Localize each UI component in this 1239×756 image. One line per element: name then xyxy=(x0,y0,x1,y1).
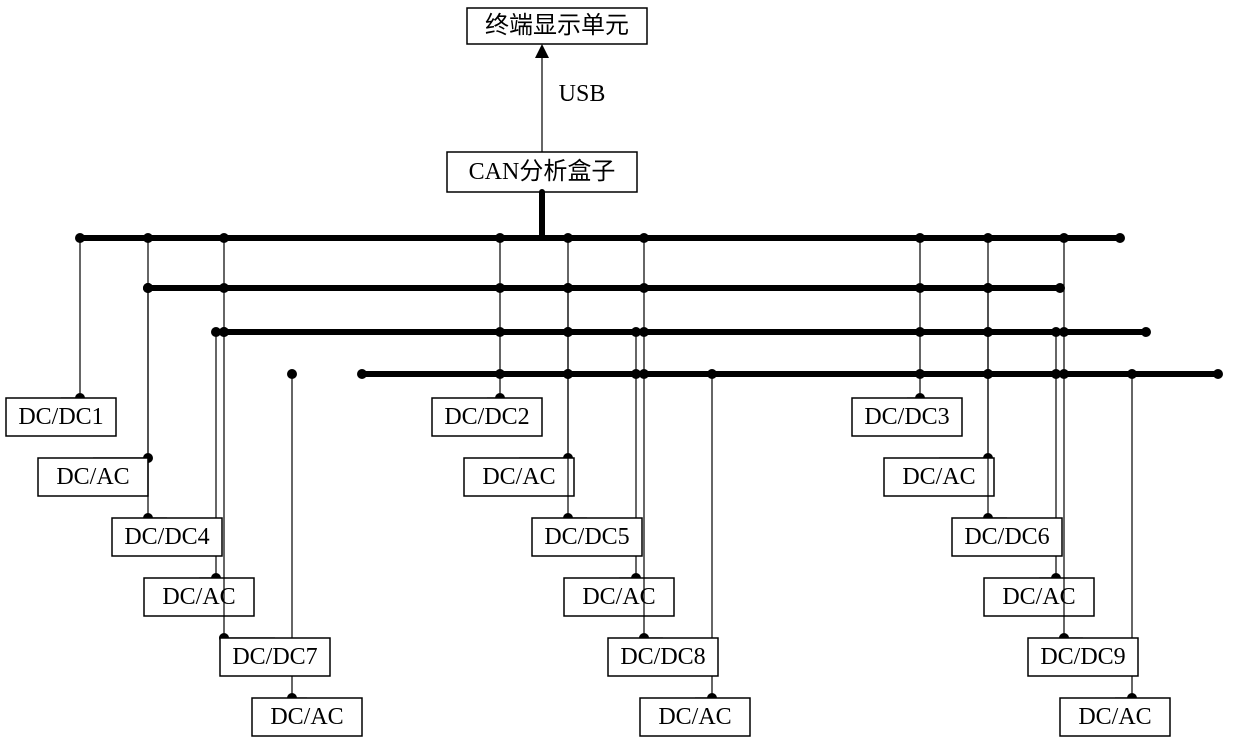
cross-dcdc-7 xyxy=(639,283,649,293)
cross-dcdc-7 xyxy=(639,369,649,379)
cross-dcdc-2 xyxy=(915,369,925,379)
cross-dcdc-4 xyxy=(563,327,573,337)
dcdc-box-4-label: DC/DC4 xyxy=(124,524,209,550)
dcac-box-1-label: DC/AC xyxy=(56,464,129,490)
dcac-box-4-label: DC/AC xyxy=(162,584,235,610)
cross-dcdc-5 xyxy=(983,283,993,293)
dcdc-box-8-label: DC/DC8 xyxy=(620,644,705,670)
cross-dcdc-2 xyxy=(915,283,925,293)
cross-dcdc-2 xyxy=(915,327,925,337)
cross-dcdc-6 xyxy=(219,327,229,337)
terminal-display-box-label: 终端显示单元 xyxy=(485,12,629,39)
cross-dcdc-5 xyxy=(983,327,993,337)
can-analyzer-box-label: CAN分析盒子 xyxy=(469,158,616,185)
dcdc-box-7-label: DC/DC7 xyxy=(232,644,317,670)
tap-dcac-src-6 xyxy=(287,369,297,379)
bus3-right-joint xyxy=(1141,327,1151,337)
cross-dcdc-1 xyxy=(495,283,505,293)
bus4-left-joint xyxy=(357,369,367,379)
dcac-box-5-label: DC/AC xyxy=(582,584,655,610)
dcdc-box-1-label: DC/DC1 xyxy=(18,404,103,430)
dcdc-box-9-label: DC/DC9 xyxy=(1040,644,1125,670)
dcac-box-9-label: DC/AC xyxy=(1078,704,1151,730)
cross-dcdc-7 xyxy=(639,327,649,337)
cross-dcdc-8 xyxy=(1059,327,1069,337)
cross-dcdc-4 xyxy=(563,283,573,293)
usb-arrow-icon xyxy=(535,44,549,58)
cross-dcdc-1 xyxy=(495,327,505,337)
cross-dcdc-3 xyxy=(143,283,153,293)
dcdc-box-2-label: DC/DC2 xyxy=(444,404,529,430)
dcac-box-6-label: DC/AC xyxy=(1002,584,1075,610)
cross-dcdc-4 xyxy=(563,369,573,379)
dcdc-box-6-label: DC/DC6 xyxy=(964,524,1049,550)
cross-dcdc-5 xyxy=(983,369,993,379)
tap-dcac-src-8 xyxy=(1127,369,1137,379)
dcdc-box-3-label: DC/DC3 xyxy=(864,404,949,430)
dcac-box-2-label: DC/AC xyxy=(482,464,555,490)
usb-label: USB xyxy=(559,81,606,107)
dcac-box-3-label: DC/AC xyxy=(902,464,975,490)
tap-dcac-src-7 xyxy=(707,369,717,379)
cross-dcdc-8 xyxy=(1059,369,1069,379)
bus4-right-joint xyxy=(1213,369,1223,379)
bus1-end-joint xyxy=(1115,233,1125,243)
dcdc-box-5-label: DC/DC5 xyxy=(544,524,629,550)
diagram-svg: 终端显示单元 USB CAN分析盒子 DC/DC1 DC/AC DC/DC2 DC/AC DC… xyxy=(0,0,1239,756)
dcac-box-7-label: DC/AC xyxy=(270,704,343,730)
cross-dcdc-6 xyxy=(219,283,229,293)
cross-dcdc-1 xyxy=(495,369,505,379)
dcac-box-8-label: DC/AC xyxy=(658,704,731,730)
